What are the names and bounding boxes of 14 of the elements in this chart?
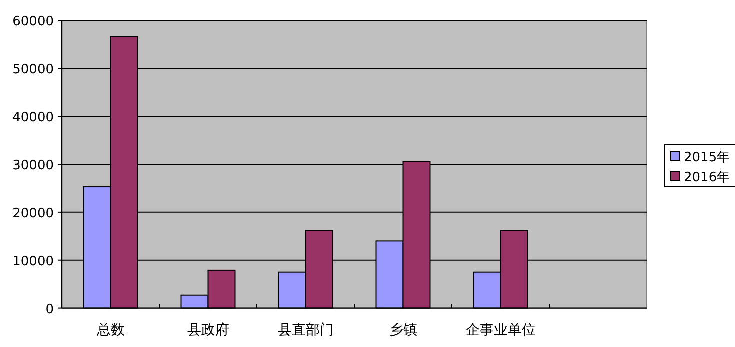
y-tick-label: 20000 xyxy=(12,206,54,222)
legend-label: 2016年 xyxy=(684,170,730,186)
y-tick-label: 60000 xyxy=(12,14,54,30)
y-tick-label: 40000 xyxy=(12,110,54,126)
x-tick-label: 乡镇 xyxy=(389,322,418,338)
x-tick-label: 总数 xyxy=(96,322,125,338)
y-tick-label: 10000 xyxy=(12,254,54,270)
x-tick-label: 企事业单位 xyxy=(466,322,536,338)
x-tick-label: 县政府 xyxy=(187,322,230,338)
legend-label: 2015年 xyxy=(684,150,730,166)
y-tick-label: 30000 xyxy=(12,158,54,174)
y-tick-label: 0 xyxy=(46,302,54,318)
x-tick-label: 县直部门 xyxy=(278,322,334,338)
y-tick-label: 50000 xyxy=(12,62,54,78)
